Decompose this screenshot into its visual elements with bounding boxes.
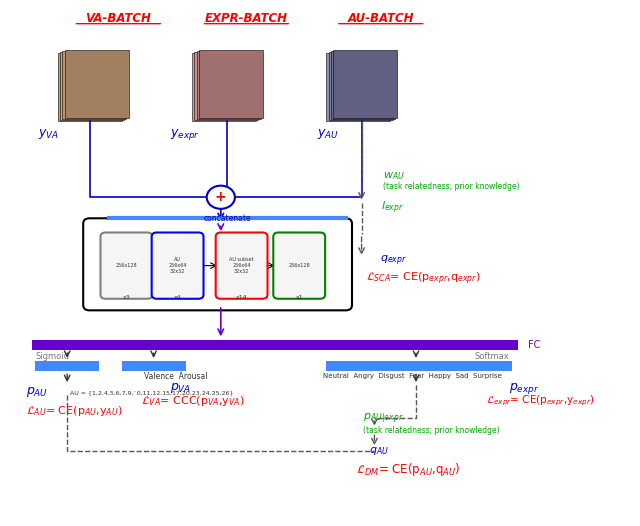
Text: Neutral  Angry  Disgust  Fear  Happy  Sad  Surprise: Neutral Angry Disgust Fear Happy Sad Sur…: [323, 373, 502, 379]
FancyBboxPatch shape: [35, 361, 99, 371]
Text: $w_{AU}$: $w_{AU}$: [383, 170, 404, 181]
FancyBboxPatch shape: [329, 52, 393, 120]
Text: $p_{AU|expr}$: $p_{AU|expr}$: [363, 411, 404, 425]
Text: $y_{VA}$: $y_{VA}$: [38, 127, 60, 141]
Text: x1: x1: [296, 295, 303, 300]
FancyBboxPatch shape: [326, 53, 390, 121]
Text: concatenate: concatenate: [204, 214, 251, 223]
FancyBboxPatch shape: [192, 53, 256, 121]
FancyBboxPatch shape: [152, 232, 204, 299]
FancyBboxPatch shape: [273, 232, 325, 299]
FancyBboxPatch shape: [196, 50, 260, 119]
Text: x14: x14: [236, 295, 248, 300]
Text: x3: x3: [122, 295, 131, 300]
Text: $p_{expr}$: $p_{expr}$: [509, 381, 539, 396]
FancyBboxPatch shape: [195, 52, 259, 120]
Text: Valence  Arousal: Valence Arousal: [144, 371, 207, 381]
Text: 256x128: 256x128: [116, 263, 137, 268]
Text: Softmax: Softmax: [474, 352, 509, 361]
FancyBboxPatch shape: [199, 50, 263, 118]
Text: $y_{expr}$: $y_{expr}$: [170, 127, 200, 141]
Text: VA-BATCH: VA-BATCH: [86, 12, 151, 25]
FancyBboxPatch shape: [331, 50, 395, 119]
Text: $\mathcal{L}_{AU}$= CE(p$_{AU}$,y$_{AU}$): $\mathcal{L}_{AU}$= CE(p$_{AU}$,y$_{AU}$…: [26, 404, 122, 418]
Text: $l_{expr}$: $l_{expr}$: [381, 199, 404, 216]
Text: 256x128: 256x128: [289, 263, 310, 268]
FancyBboxPatch shape: [333, 50, 397, 118]
Text: EXPR-BATCH: EXPR-BATCH: [205, 12, 288, 25]
FancyBboxPatch shape: [100, 232, 152, 299]
Text: +: +: [215, 190, 227, 204]
Text: $q_{AU}$: $q_{AU}$: [369, 445, 388, 457]
Text: AU subset
256x64
32x32: AU subset 256x64 32x32: [229, 257, 254, 274]
Text: $y_{AU}$: $y_{AU}$: [317, 127, 339, 141]
Text: AU
256x64
32x32: AU 256x64 32x32: [168, 257, 187, 274]
Circle shape: [207, 186, 235, 209]
Text: $\mathcal{L}_{expr}$= CE(p$_{expr}$,y$_{expr}$): $\mathcal{L}_{expr}$= CE(p$_{expr}$,y$_{…: [486, 393, 595, 408]
FancyBboxPatch shape: [32, 340, 518, 350]
Text: (task relatedness; prior knowledge): (task relatedness; prior knowledge): [363, 426, 499, 435]
FancyBboxPatch shape: [326, 361, 512, 371]
FancyBboxPatch shape: [60, 52, 124, 120]
Text: x4: x4: [173, 295, 182, 300]
Text: $p_{AU}$: $p_{AU}$: [26, 386, 48, 399]
FancyBboxPatch shape: [122, 361, 186, 371]
Text: $\mathcal{L}_{VA}$= CCC(p$_{VA}$,y$_{VA}$): $\mathcal{L}_{VA}$= CCC(p$_{VA}$,y$_{VA}…: [141, 394, 245, 408]
FancyBboxPatch shape: [83, 218, 352, 310]
Text: AU-BATCH: AU-BATCH: [348, 12, 414, 25]
FancyBboxPatch shape: [62, 50, 126, 119]
FancyBboxPatch shape: [65, 50, 129, 118]
Text: $q_{expr}$: $q_{expr}$: [380, 253, 407, 268]
FancyBboxPatch shape: [216, 232, 268, 299]
Text: $\mathcal{L}_{SCA}$= CE(p$_{expr}$,q$_{expr}$): $\mathcal{L}_{SCA}$= CE(p$_{expr}$,q$_{e…: [366, 270, 481, 287]
Text: $p_{VA}$: $p_{VA}$: [170, 381, 191, 395]
Text: Sigmoid: Sigmoid: [35, 352, 69, 361]
Text: FC: FC: [528, 340, 540, 350]
Text: (task relatedness; prior knowledge): (task relatedness; prior knowledge): [383, 181, 519, 191]
Text: AU = {1,2,4,5,6,7,9,`0,11,12,15,17,20,23,24,25,26}: AU = {1,2,4,5,6,7,9,`0,11,12,15,17,20,23…: [70, 390, 234, 395]
FancyBboxPatch shape: [58, 53, 122, 121]
Text: $\mathcal{L}_{DM}$= CE(p$_{AU}$,q$_{AU}$): $\mathcal{L}_{DM}$= CE(p$_{AU}$,q$_{AU}$…: [356, 461, 460, 478]
